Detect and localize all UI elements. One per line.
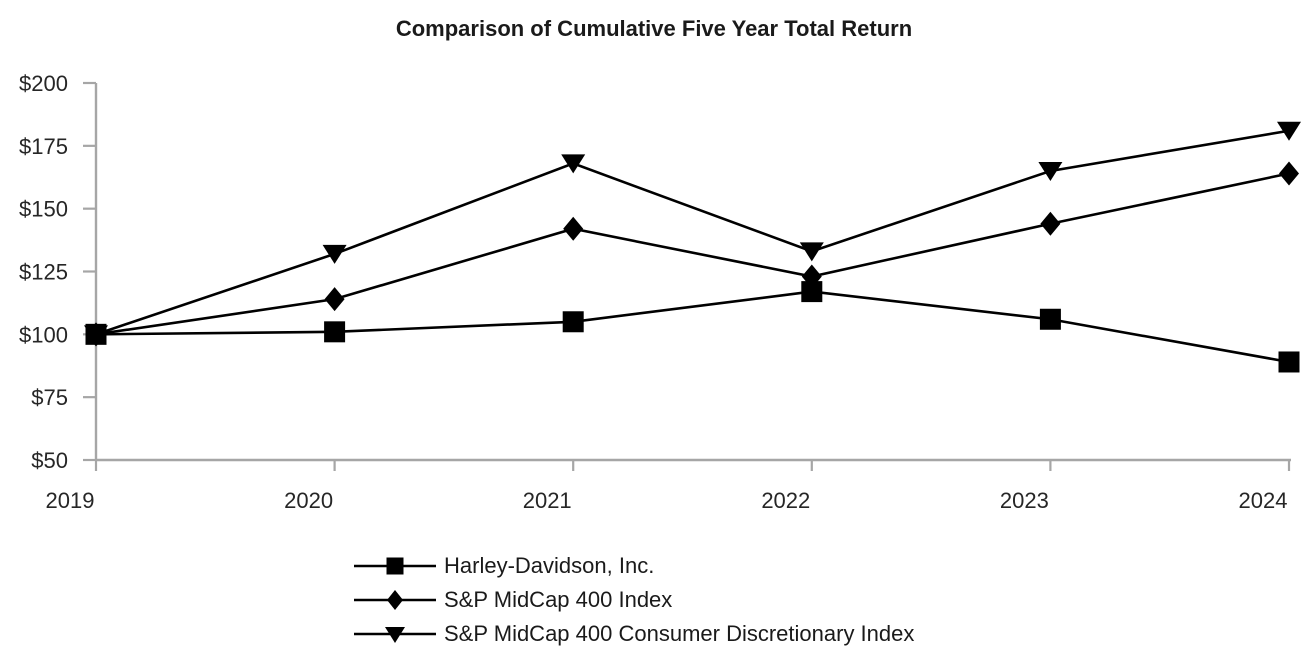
marker-square (801, 281, 823, 303)
y-tick-label: $200 (19, 71, 68, 96)
marker-square (324, 321, 346, 343)
marker-square (1039, 308, 1061, 330)
legend-diamond-glyph (387, 590, 403, 610)
legend-label: Harley-Davidson, Inc. (444, 553, 655, 578)
legend-square-marker-icon (354, 557, 436, 575)
x-tick-label: 2019 (46, 488, 95, 513)
series-line-harley-davidson-inc (95, 290, 1290, 364)
marker-diamond (1279, 161, 1299, 186)
marker-triangle-down (1038, 161, 1063, 181)
legend-item-s-p-midcap-400-index: S&P MidCap 400 Index (354, 583, 914, 617)
y-tick-label: $175 (19, 134, 68, 159)
marker-diamond (324, 287, 345, 312)
marker-triangle-down (1277, 121, 1301, 141)
series-line-s-p-midcap-400-index (95, 172, 1290, 336)
marker-triangle-down (322, 244, 347, 264)
series-harley-davidson-inc (85, 281, 1300, 373)
series-line-s-p-midcap-400-consumer-discretionary-index (95, 129, 1290, 336)
legend-item-harley-davidson-inc: Harley-Davidson, Inc. (354, 549, 914, 583)
y-tick-label: $100 (19, 322, 68, 347)
series-s-p-midcap-400-consumer-discretionary-index (84, 121, 1301, 345)
marker-triangle-down (561, 154, 586, 174)
legend-item-s-p-midcap-400-consumer-discretionary-index: S&P MidCap 400 Consumer Discretionary In… (354, 617, 914, 651)
marker-diamond (563, 216, 584, 241)
marker-square (85, 323, 107, 345)
marker-square (562, 311, 584, 333)
y-tick-label: $125 (19, 260, 68, 285)
legend-diamond-marker-icon (354, 590, 436, 610)
legend: Harley-Davidson, Inc. S&P MidCap 400 Inde… (354, 549, 914, 651)
x-tick-label: 2020 (284, 488, 333, 513)
legend-label: S&P MidCap 400 Index (444, 587, 673, 612)
legend-triangle-glyph (385, 627, 405, 643)
y-tick-label: $75 (31, 385, 68, 410)
legend-triangle-down-marker-icon (354, 627, 436, 643)
series-s-p-midcap-400-index (86, 161, 1299, 347)
y-tick-label: $150 (19, 197, 68, 222)
x-tick-label: 2024 (1239, 488, 1288, 513)
x-tick-label: 2021 (523, 488, 572, 513)
marker-triangle-down (799, 242, 824, 262)
x-tick-label: 2023 (1000, 488, 1049, 513)
chart-title: Comparison of Cumulative Five Year Total… (395, 16, 913, 41)
legend-label: S&P MidCap 400 Consumer Discretionary In… (444, 621, 915, 646)
x-tick-label: 2022 (761, 488, 810, 513)
y-tick-label: $50 (31, 448, 68, 473)
marker-square (1278, 351, 1300, 373)
marker-diamond (1040, 211, 1061, 236)
legend-square-glyph (386, 557, 404, 575)
